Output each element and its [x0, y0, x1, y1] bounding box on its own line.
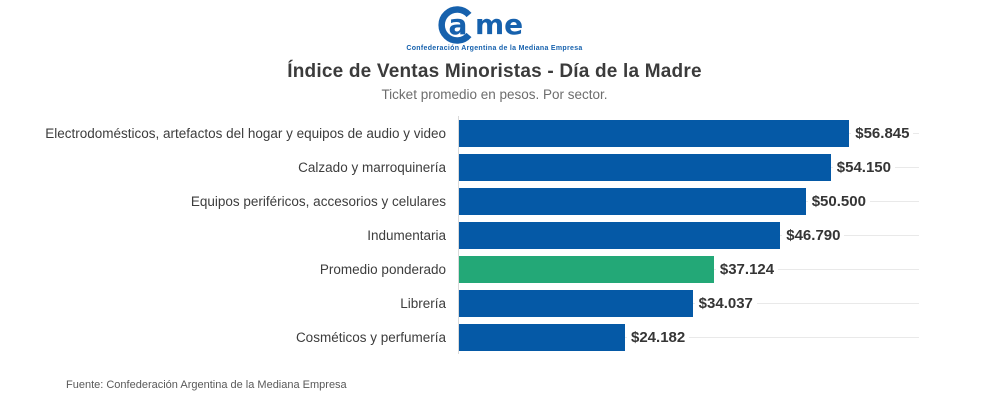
- category-label: Equipos periféricos, accesorios y celula…: [190, 193, 446, 209]
- logo-c-arc: [437, 6, 471, 44]
- bar: [459, 119, 850, 147]
- plot-area: $56.845: [458, 116, 919, 150]
- plot-area: $50.500: [458, 184, 919, 218]
- plot-area: $34.037: [458, 286, 919, 320]
- plot-area: $24.182: [458, 320, 919, 354]
- category-label: Cosméticos y perfumería: [295, 329, 446, 345]
- plot-area: $37.124: [458, 252, 919, 286]
- value-label: $54.150: [832, 158, 895, 176]
- value-label: $46.790: [782, 226, 845, 244]
- bar: [459, 187, 806, 215]
- chart-title: Índice de Ventas Minoristas - Día de la …: [287, 61, 702, 82]
- value-label: $24.182: [627, 328, 690, 346]
- category-label: Librería: [400, 295, 446, 311]
- value-label: $34.037: [694, 294, 757, 312]
- value-label: $50.500: [807, 192, 870, 210]
- value-label: $37.124: [715, 260, 779, 278]
- logo-letter-a: a: [448, 8, 467, 41]
- chart-row: Electrodomésticos, artefactos del hogar …: [0, 116, 989, 150]
- source-note: Fuente: Confederación Argentina de la Me…: [66, 379, 347, 391]
- value-label: $56.845: [851, 124, 914, 142]
- chart-rows: Electrodomésticos, artefactos del hogar …: [0, 116, 989, 354]
- category-label: Calzado y marroquinería: [298, 159, 446, 175]
- plot-area: $46.790: [458, 218, 919, 252]
- came-logo: a me Confederación Argentina de la Media…: [0, 4, 989, 52]
- logo-tagline: Confederación Argentina de la Mediana Em…: [406, 45, 583, 52]
- category-label: Indumentaria: [367, 227, 446, 243]
- header: a me Confederación Argentina de la Media…: [0, 0, 989, 102]
- bar-chart: Electrodomésticos, artefactos del hogar …: [0, 116, 989, 354]
- chart-row: Promedio ponderado $37.124: [0, 252, 989, 286]
- chart-row: Cosméticos y perfumería $24.182: [0, 320, 989, 354]
- chart-row: Librería $34.037: [0, 286, 989, 320]
- category-label: Promedio ponderado: [319, 261, 446, 277]
- came-logo-icon: a me: [437, 6, 523, 44]
- bar: [459, 323, 625, 351]
- chart-row: Calzado y marroquinería $54.150: [0, 150, 989, 184]
- category-label: Electrodomésticos, artefactos del hogar …: [45, 125, 446, 141]
- bar: [459, 153, 831, 181]
- logo-letters-me: me: [475, 8, 523, 41]
- plot-area: $54.150: [458, 150, 919, 184]
- bar: [459, 255, 714, 283]
- bar: [459, 289, 693, 317]
- chart-row: Equipos periféricos, accesorios y celula…: [0, 184, 989, 218]
- chart-subtitle: Ticket promedio en pesos. Por sector.: [381, 87, 608, 102]
- bar: [459, 221, 781, 249]
- chart-row: Indumentaria $46.790: [0, 218, 989, 252]
